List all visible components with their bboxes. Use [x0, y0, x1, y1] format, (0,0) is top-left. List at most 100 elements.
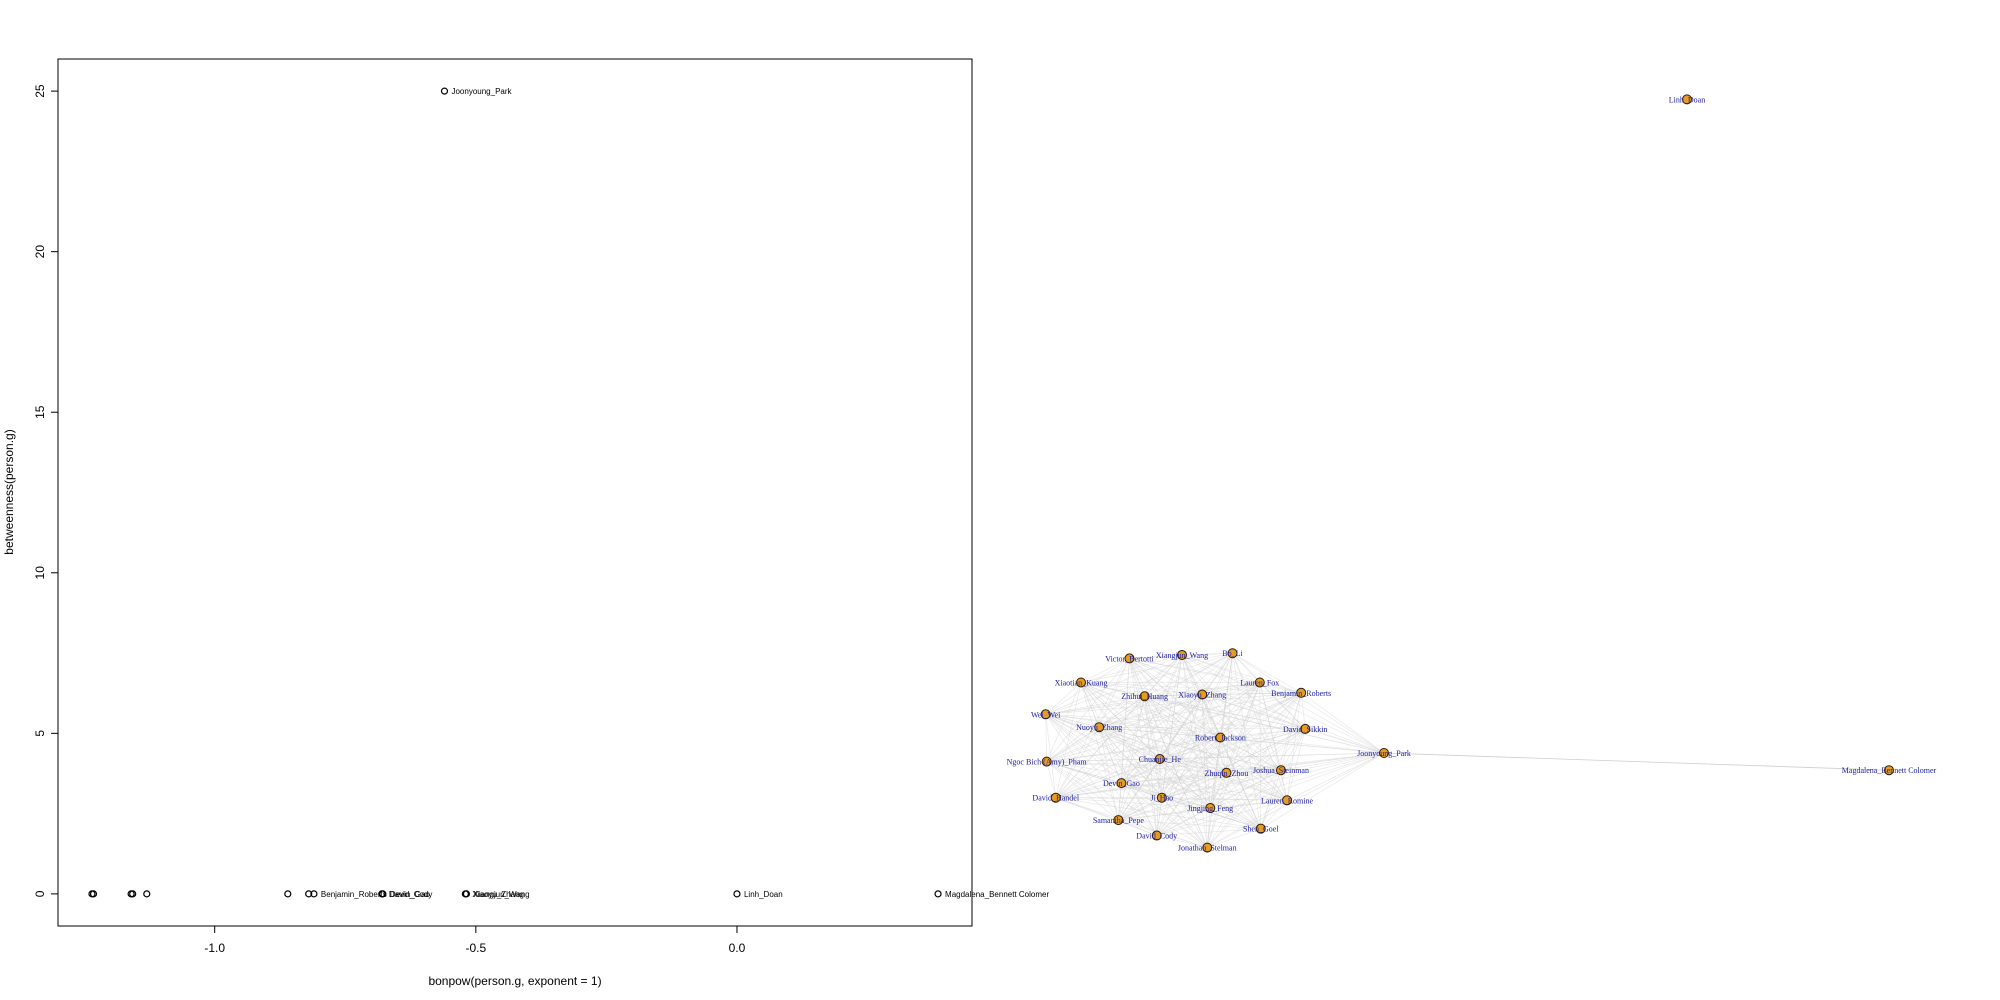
network-edge [1046, 682, 1082, 762]
network-edge [1129, 658, 1163, 798]
network-edge [1220, 737, 1385, 754]
scatter-point [379, 890, 387, 898]
network-edge [1206, 653, 1233, 848]
network-edge [1045, 695, 1145, 715]
network-edge [1118, 807, 1211, 821]
network-edge [1055, 797, 1211, 809]
network-edge [1206, 772, 1227, 848]
network-edge [1099, 726, 1227, 774]
network-edge [1280, 692, 1302, 771]
network-edge [1260, 692, 1302, 829]
network-edge [1045, 694, 1203, 715]
network-edge [1156, 737, 1221, 836]
network-node [1227, 648, 1238, 659]
scatter-plot: -1.0 -0.5 0.0 0 5 10 15 20 25 Joonyoung_Park Ben… [2, 58, 1049, 988]
network-edge [1300, 692, 1306, 729]
network-edge [1383, 752, 1890, 771]
node-label: Chuanjie_He [1139, 755, 1182, 764]
network-node [1116, 778, 1127, 789]
scatter-point [440, 87, 449, 95]
network-edge [1118, 819, 1261, 829]
network-edge [1226, 682, 1261, 773]
network-edge [1129, 658, 1203, 695]
network-edge [1159, 758, 1282, 771]
network-edge [1220, 737, 1282, 771]
network-edge [1207, 769, 1282, 848]
network-edge [1118, 696, 1145, 821]
network-edge [1046, 728, 1306, 762]
network-node [1282, 795, 1293, 806]
node-label: Bo_Li [1222, 649, 1243, 658]
network-edge [1210, 807, 1261, 829]
network-edge [1144, 695, 1306, 730]
network-edge [1144, 695, 1385, 754]
scatter-point [89, 890, 98, 898]
network-edge [1161, 772, 1227, 798]
network-edge [1144, 696, 1158, 836]
network-edge [1159, 692, 1302, 760]
x-tick-label: 0.0 [729, 941, 746, 955]
network-edge [1156, 828, 1261, 836]
network-edge [1161, 737, 1221, 798]
point-label: Devin_Gao [390, 890, 431, 899]
network-edge [1159, 759, 1163, 798]
network-edge [1099, 726, 1261, 829]
scatter-point [143, 890, 151, 898]
network-edge [1260, 800, 1288, 829]
network-graph: Linh_Doan Magdalena_Bennett Colomer Joonyo… [1007, 94, 1937, 853]
network-edge [1045, 714, 1261, 829]
network-edge [1055, 769, 1282, 799]
network-edge [1099, 682, 1260, 728]
network-edge [1220, 692, 1302, 738]
network-edge [1226, 769, 1281, 774]
network-edge [1207, 828, 1261, 848]
network-edge [1055, 782, 1122, 799]
network-edge [1232, 653, 1288, 801]
network-edge [1118, 682, 1260, 821]
network-edge [1045, 714, 1057, 798]
y-tick-label: 20 [33, 245, 47, 259]
network-edge [1055, 797, 1261, 829]
network-edge [1098, 727, 1122, 784]
network-edge [1156, 797, 1163, 836]
network-node [1040, 709, 1051, 720]
network-node [1041, 756, 1052, 767]
node-label: Nuoyu_Zhang [1076, 723, 1122, 732]
network-edge [1286, 728, 1306, 801]
network-edge [1099, 726, 1288, 801]
network-edge [1181, 654, 1282, 771]
x-tick-label: -0.5 [465, 941, 486, 955]
network-node [1682, 94, 1692, 105]
scatter-point [733, 890, 741, 898]
network-node [1197, 689, 1208, 700]
node-label: Zhuqin_Zhou [1204, 769, 1248, 778]
network-edge [1055, 797, 1157, 836]
y-axis: 0 5 10 15 20 25 [33, 84, 59, 897]
network-edge [1259, 682, 1385, 754]
network-edge [1206, 692, 1302, 848]
network-edge [1118, 737, 1221, 821]
network-edge [1202, 694, 1306, 730]
scatter-point [284, 890, 292, 898]
network-edge [1121, 782, 1288, 801]
node-label: Lauren_Romine [1261, 796, 1313, 805]
node-label: Lauren_Fox [1240, 678, 1279, 687]
point-label: Xiaoyu_Zhang [472, 890, 524, 899]
network-edge [1201, 694, 1227, 773]
network-edge [1099, 726, 1306, 730]
network-edge [1144, 695, 1288, 801]
network-edge [1210, 692, 1302, 809]
node-label: David_Cody [1136, 832, 1177, 841]
point-label: Joonyoung_Park [451, 87, 512, 96]
network-edge [1046, 694, 1203, 762]
network-edge [1181, 652, 1233, 656]
network-node [1156, 792, 1167, 803]
network-edge [1181, 654, 1302, 694]
network-edge [1080, 654, 1183, 683]
point-label: Magdalena_Bennett Colomer [945, 890, 1049, 899]
network-edge [1226, 728, 1306, 774]
network-edge [1280, 752, 1385, 771]
scatter-point [310, 890, 318, 898]
point-label: Xiangjun_Wang [473, 890, 529, 899]
node-label: Xiaoyu_Zhang [1178, 691, 1226, 700]
